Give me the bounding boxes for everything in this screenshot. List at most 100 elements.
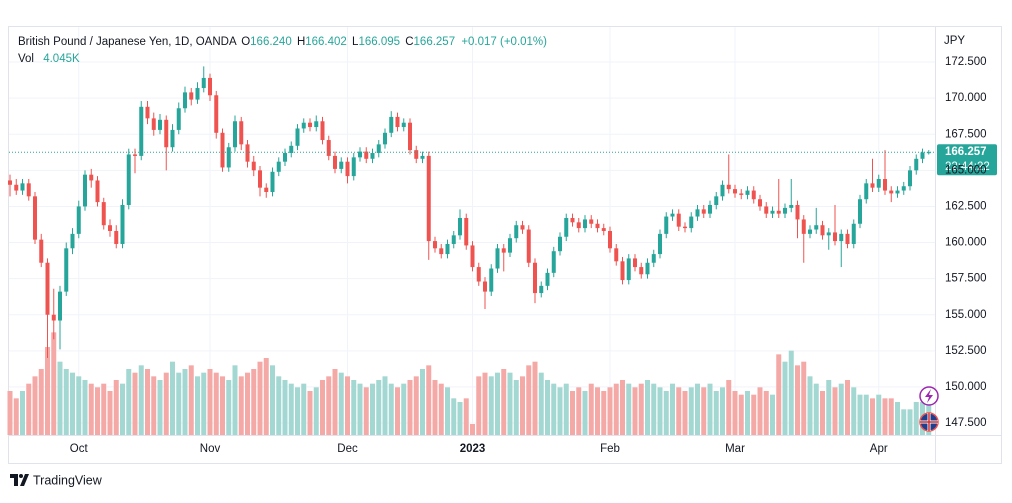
volume-bar <box>338 372 344 435</box>
volume-bar <box>726 380 732 435</box>
flag-cross-red <box>920 413 938 431</box>
candle-body <box>314 121 319 128</box>
candle-body <box>395 116 400 128</box>
candle-body <box>601 228 606 231</box>
volume-bar <box>413 376 419 435</box>
ohlc-value: 166.402 <box>305 36 347 48</box>
candle-body <box>170 129 175 148</box>
candle-body <box>808 229 812 234</box>
volume-bar <box>438 383 444 435</box>
candle-body <box>289 145 294 154</box>
candle-body <box>876 179 881 188</box>
volume-bar <box>220 376 225 435</box>
volume-bar <box>682 391 688 435</box>
volume-bar <box>532 361 538 435</box>
candle-body <box>114 230 119 244</box>
volume-bar <box>388 383 394 435</box>
candle-body <box>908 170 912 187</box>
volume-bar <box>176 372 182 435</box>
volume-bar <box>632 387 638 435</box>
volume-bar <box>713 391 719 435</box>
candle-body <box>564 217 569 237</box>
volume-bar <box>576 387 582 435</box>
volume-bar <box>638 383 644 435</box>
y-tick-label: 165.000 <box>945 164 987 176</box>
volume-bar <box>226 380 232 435</box>
candle-body <box>164 119 169 148</box>
candle-body <box>208 77 212 96</box>
candle-body <box>345 161 350 177</box>
candle-body <box>76 206 81 234</box>
candle-body <box>789 204 794 208</box>
volume-bar <box>426 365 432 435</box>
candle-body <box>364 151 369 159</box>
volume-bar <box>563 383 569 435</box>
volume-bar <box>232 365 238 435</box>
volume-bar <box>276 376 282 435</box>
volume-bar <box>457 402 463 435</box>
candle-body <box>926 152 931 154</box>
candle-body <box>520 225 525 230</box>
candle-body <box>195 88 200 100</box>
volume-bar <box>851 387 857 435</box>
volume-bar <box>301 383 307 435</box>
candle-body <box>814 225 819 230</box>
volume-bar <box>376 380 382 435</box>
candle-body <box>376 144 381 154</box>
candle-body <box>20 183 25 191</box>
volume-bar <box>151 376 157 435</box>
volume-bar <box>357 383 363 435</box>
candle-body <box>901 186 906 191</box>
volume-bar <box>870 398 875 435</box>
volume-bar <box>588 383 594 435</box>
volume-bar <box>195 376 200 435</box>
volume-bar <box>238 376 244 435</box>
volume-bar <box>907 409 913 435</box>
volume-bar <box>520 376 525 435</box>
volume-bar <box>213 372 219 435</box>
candle-body <box>820 225 825 236</box>
candle-body <box>439 248 444 255</box>
candle-body <box>676 213 681 227</box>
volume-bar <box>201 372 207 435</box>
candle-body <box>626 258 631 281</box>
volume-bar <box>470 424 475 435</box>
volume-bar <box>120 383 125 435</box>
volume-bar <box>813 383 819 435</box>
candle-body <box>464 217 469 246</box>
volume-bar <box>832 387 838 435</box>
candle-body <box>726 184 731 190</box>
volume-bar <box>901 409 907 435</box>
volume-bar <box>707 383 713 435</box>
volume-bar <box>82 380 88 435</box>
last-price-label: 166.257 <box>945 146 987 158</box>
volume-bar <box>751 394 757 435</box>
volume-bar <box>688 387 694 435</box>
volume-bar <box>676 387 682 435</box>
volume-bar <box>557 387 563 435</box>
candle-body <box>764 206 769 214</box>
volume-bar <box>738 394 744 435</box>
volume-bar <box>820 391 825 435</box>
volume-bar <box>663 391 669 435</box>
volume-bar <box>863 394 869 435</box>
volume-bar <box>845 380 850 435</box>
volume-bar <box>95 387 100 435</box>
volume-bar <box>701 387 707 435</box>
volume-bar <box>401 383 407 435</box>
volume-bar <box>132 372 138 435</box>
volume-bar <box>70 372 75 435</box>
candle-body <box>695 209 700 217</box>
symbol: British Pound / Japanese Yen, 1D, OANDA <box>18 36 237 48</box>
volume-bar <box>838 383 844 435</box>
candle-body <box>683 226 687 229</box>
brand-logo-dot <box>19 474 23 478</box>
candle-body <box>145 106 150 119</box>
y-tick-label: 160.000 <box>945 237 987 249</box>
candle-body <box>389 116 394 133</box>
volume-bar <box>126 369 132 435</box>
volume-bar <box>670 383 675 435</box>
candle-body <box>845 233 850 244</box>
candle-body <box>239 121 244 145</box>
